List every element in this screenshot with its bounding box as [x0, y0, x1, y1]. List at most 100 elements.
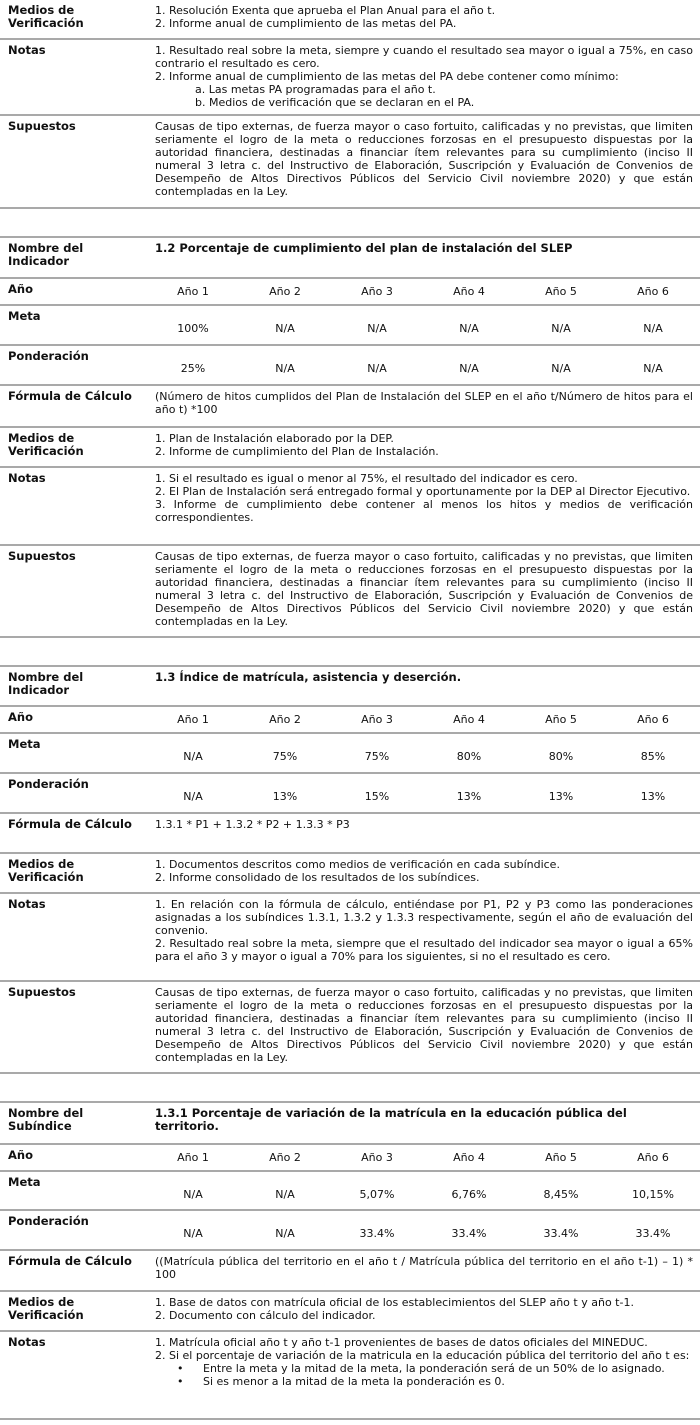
year-cell: N/A — [183, 750, 203, 763]
section-gap — [0, 638, 700, 665]
list-item: 1.3.1 * P1 + 1.3.2 * P2 + 1.3.3 * P3 — [155, 818, 350, 831]
row-medios-de-verificacion: Medios de Verificación 1. Resolución Exen… — [0, 0, 700, 40]
list-item: Causas de tipo externas, de fuerza mayor… — [155, 120, 693, 198]
year-cell: 13% — [456, 790, 482, 803]
year-cell: 13% — [640, 790, 666, 803]
row-label: Supuestos — [8, 549, 76, 563]
year-values: Año 1 Año 2 Año 3 Año 4 Año 5 Año 6 — [147, 707, 700, 732]
row-supuestos: Supuestos Causas de tipo externas, de fue… — [0, 546, 700, 638]
year-cell: 13% — [548, 790, 574, 803]
year-cell: Año 4 — [453, 285, 485, 298]
year-cell: N/A — [183, 790, 203, 803]
row-label: Notas — [8, 1335, 46, 1349]
list-item: 1. Resolución Exenta que aprueba el Plan… — [155, 4, 496, 17]
year-values: N/A N/A 5,07% 6,76% 8,45% 10,15% — [147, 1172, 700, 1209]
year-cell: Año 5 — [545, 1151, 577, 1164]
row-nombre-del-indicador: Nombre del Indicador 1.2 Porcentaje de cu… — [0, 238, 700, 279]
year-cell: Año 3 — [361, 285, 393, 298]
year-cell: Año 5 — [545, 285, 577, 298]
list-item: 1. Plan de Instalación elaborado por la … — [155, 432, 394, 445]
row-content: 1.3.1 * P1 + 1.3.2 * P2 + 1.3.3 * P3 — [147, 814, 700, 852]
row-content: 1. Resolución Exenta que aprueba el Plan… — [147, 0, 700, 38]
year-cell: Año 3 — [361, 1151, 393, 1164]
list-item: Causas de tipo externas, de fuerza mayor… — [155, 986, 693, 1064]
year-cell: N/A — [643, 322, 663, 335]
list-item: 2. Informe consolidado de los resultados… — [155, 871, 480, 884]
year-cell: 25% — [180, 362, 206, 375]
row-ponderacion: Ponderación 25% N/A N/A N/A N/A N/A — [0, 346, 700, 386]
year-values: 100% N/A N/A N/A N/A N/A — [147, 306, 700, 344]
row-ano: Año Año 1 Año 2 Año 3 Año 4 Año 5 Año 6 — [0, 279, 700, 306]
row-ponderacion: Ponderación N/A 13% 15% 13% 13% 13% — [0, 774, 700, 814]
row-meta: Meta N/A N/A 5,07% 6,76% 8,45% 10,15% — [0, 1172, 700, 1211]
row-label: Notas — [8, 471, 46, 485]
row-content: 1. Plan de Instalación elaborado por la … — [147, 428, 700, 466]
year-values: Año 1 Año 2 Año 3 Año 4 Año 5 Año 6 — [147, 1145, 700, 1170]
row-ano: Año Año 1 Año 2 Año 3 Año 4 Año 5 Año 6 — [0, 1145, 700, 1172]
indicator-name: 1.2 Porcentaje de cumplimiento del plan … — [155, 241, 573, 255]
row-medios-de-verificacion: Medios de Verificación 1. Documentos desc… — [0, 854, 700, 894]
row-medios-de-verificacion: Medios de Verificación 1. Base de datos c… — [0, 1292, 700, 1332]
list-item: 1. Resultado real sobre la meta, siempre… — [155, 44, 693, 70]
list-item: 2. Si el porcentaje de variación de la m… — [155, 1349, 690, 1362]
indicator-name: 1.3.1 Porcentaje de variación de la matr… — [155, 1106, 627, 1133]
list-item: ((Matrícula pública del territorio en el… — [155, 1255, 693, 1281]
row-content: Causas de tipo externas, de fuerza mayor… — [147, 546, 700, 636]
year-cell: 85% — [640, 750, 666, 763]
row-notas: Notas 1. Si el resultado es igual o menor… — [0, 468, 700, 546]
row-content: (Número de hitos cumplidos del Plan de I… — [147, 386, 700, 426]
year-cell: 100% — [177, 322, 209, 335]
list-item: 2. Informe anual de cumplimiento de las … — [155, 70, 619, 83]
list-item: 2. Informe de cumplimiento del Plan de I… — [155, 445, 439, 458]
year-cell: 10,15% — [632, 1188, 674, 1201]
year-cell: Año 2 — [269, 1151, 301, 1164]
year-cell: N/A — [459, 322, 479, 335]
year-cell: 6,76% — [451, 1188, 487, 1201]
list-item: 2. Informe anual de cumplimiento de las … — [155, 17, 457, 30]
year-cell: 33.4% — [543, 1227, 579, 1240]
row-label: Medios de Verificación — [8, 857, 84, 884]
row-label: Nombre del Indicador — [8, 670, 84, 697]
row-ponderacion: Ponderación N/A N/A 33.4% 33.4% 33.4% 33.4% — [0, 1211, 700, 1251]
row-label: Fórmula de Cálculo — [8, 389, 132, 403]
row-meta: Meta N/A 75% 75% 80% 80% 85% — [0, 734, 700, 774]
row-label: Supuestos — [8, 985, 76, 999]
row-label: Notas — [8, 897, 46, 911]
year-cell: 8,45% — [543, 1188, 579, 1201]
row-label: Medios de Verificación — [8, 431, 84, 458]
row-label: Supuestos — [8, 119, 76, 133]
row-notas: Notas 1. Resultado real sobre la meta, si… — [0, 40, 700, 116]
list-item: 1. Si el resultado es igual o menor al 7… — [155, 472, 578, 485]
year-cell: 33.4% — [635, 1227, 671, 1240]
list-item: 1. En relación con la fórmula de cálculo… — [155, 898, 693, 937]
list-item: 1. Documentos descritos como medios de v… — [155, 858, 560, 871]
row-content: ((Matrícula pública del territorio en el… — [147, 1251, 700, 1290]
row-meta: Meta 100% N/A N/A N/A N/A N/A — [0, 306, 700, 346]
year-cell: 80% — [548, 750, 574, 763]
list-item: 2. Resultado real sobre la meta, siempre… — [155, 937, 693, 963]
year-cell: N/A — [459, 362, 479, 375]
year-cell: N/A — [275, 1188, 295, 1201]
row-formula-de-calculo: Fórmula de Cálculo 1.3.1 * P1 + 1.3.2 * P… — [0, 814, 700, 854]
year-cell: Año 2 — [269, 713, 301, 726]
year-cell: 33.4% — [451, 1227, 487, 1240]
year-cell: 75% — [272, 750, 298, 763]
row-formula-de-calculo: Fórmula de Cálculo (Número de hitos cumpl… — [0, 386, 700, 428]
year-cell: N/A — [551, 362, 571, 375]
bullet-item: Entre la meta y la mitad de la meta, la … — [155, 1362, 693, 1375]
row-content: 1. Documentos descritos como medios de v… — [147, 854, 700, 892]
row-label: Nombre del Subíndice — [8, 1106, 84, 1133]
year-values: N/A N/A 33.4% 33.4% 33.4% 33.4% — [147, 1211, 700, 1249]
year-values: 25% N/A N/A N/A N/A N/A — [147, 346, 700, 384]
year-cell: N/A — [367, 362, 387, 375]
row-label: Año — [8, 1148, 33, 1162]
row-notas: Notas 1. En relación con la fórmula de cá… — [0, 894, 700, 982]
row-label: Ponderación — [8, 777, 89, 791]
year-values: Año 1 Año 2 Año 3 Año 4 Año 5 Año 6 — [147, 279, 700, 304]
row-content: Causas de tipo externas, de fuerza mayor… — [147, 116, 700, 207]
year-cell: Año 6 — [637, 713, 669, 726]
row-label: Notas — [8, 43, 46, 57]
year-cell: Año 5 — [545, 713, 577, 726]
list-item: 1. Base de datos con matrícula oficial d… — [155, 1296, 634, 1309]
